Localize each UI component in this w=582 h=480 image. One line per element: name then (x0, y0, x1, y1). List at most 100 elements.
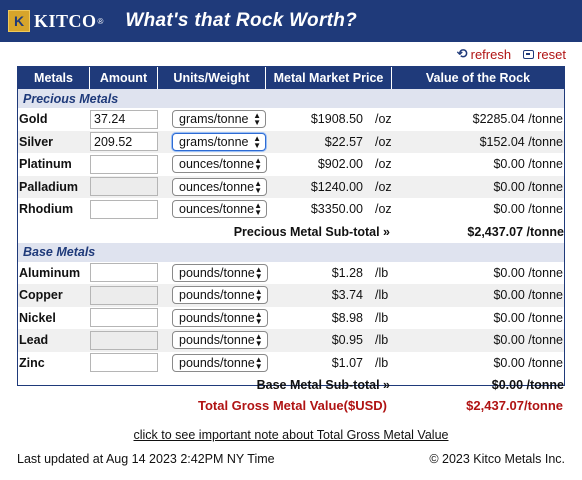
refresh-label: refresh (470, 46, 512, 62)
last-updated: Last updated at Aug 14 2023 2:42PM NY Ti… (17, 452, 275, 466)
chevron-updown-icon: ▲ ▼ (254, 201, 262, 218)
kitco-logo[interactable]: K KITCO ® (8, 10, 103, 32)
price-unit: /oz (375, 134, 392, 149)
amount-input[interactable]: 37.24 (90, 109, 158, 129)
price-unit: /lb (375, 288, 389, 303)
units-select-value: ounces/tonne (179, 157, 255, 172)
units-select[interactable]: ounces/tonne ▲ ▼ (172, 155, 267, 174)
refresh-link[interactable]: ⟲ refresh (457, 46, 511, 62)
rock-value: $0.00 /tonne (493, 288, 563, 303)
base-subtotal-row: Base Metal Sub-total » $0.00 /tonne (18, 374, 564, 396)
table-row: Copper pounds/tonne ▲ ▼ $3.74/lb $0.00 /tonne (18, 284, 564, 307)
rock-value: $2285.04 /tonne (472, 112, 563, 127)
metal-name: Nickel (19, 310, 56, 325)
units-cell: ounces/tonne ▲ ▼ (158, 176, 267, 199)
reset-link[interactable]: reset (523, 46, 566, 62)
table-header: Metals Amount Units/Weight Metal Market … (18, 67, 564, 89)
units-select[interactable]: pounds/tonne ▲ ▼ (172, 331, 268, 350)
market-price: $1908.50 (310, 112, 363, 127)
rock-value: $0.00 /tonne (493, 355, 563, 370)
units-select[interactable]: ounces/tonne ▲ ▼ (172, 200, 267, 219)
market-price: $0.95 (331, 333, 363, 348)
units-select[interactable]: grams/tonne ▲ ▼ (172, 132, 266, 151)
units-select-value: pounds/tonne (179, 355, 255, 370)
units-cell: pounds/tonne ▲ ▼ (158, 262, 268, 285)
amount-input[interactable] (90, 353, 158, 373)
units-select[interactable]: grams/tonne ▲ ▼ (172, 110, 266, 129)
chevron-updown-icon: ▲ ▼ (253, 111, 261, 128)
amount-cell (90, 307, 158, 330)
chevron-updown-icon: ▲ ▼ (254, 156, 262, 173)
section-precious: Precious Metals (18, 89, 564, 108)
price-unit: /lb (375, 355, 389, 370)
units-select[interactable]: pounds/tonne ▲ ▼ (172, 308, 268, 327)
metal-name: Aluminum (19, 265, 81, 280)
amount-input[interactable] (90, 263, 158, 283)
amount-input[interactable] (90, 177, 158, 197)
amount-cell: 209.52 (90, 131, 158, 154)
copyright: © 2023 Kitco Metals Inc. (429, 452, 565, 466)
chevron-updown-icon: ▲ ▼ (254, 287, 263, 304)
market-price: $3350.00 (310, 202, 363, 217)
metal-name: Palladium (19, 179, 79, 194)
metal-name: Lead (19, 333, 49, 348)
units-select[interactable]: pounds/tonne ▲ ▼ (172, 263, 268, 282)
units-select-value: grams/tonne (179, 134, 249, 149)
amount-input[interactable] (90, 330, 158, 350)
market-price: $902.00 (317, 157, 363, 172)
price-cell: $3350.00/oz (266, 198, 392, 221)
col-price: Metal Market Price (266, 67, 392, 89)
units-select-value: pounds/tonne (179, 333, 255, 348)
amount-cell (90, 262, 158, 285)
table-row: Zinc pounds/tonne ▲ ▼ $1.07/lb $0.00 /tonne (18, 352, 564, 375)
chevron-updown-icon: ▲ ▼ (254, 332, 263, 349)
amount-input[interactable] (90, 285, 158, 305)
rock-value: $0.00 /tonne (493, 157, 563, 172)
footer: Last updated at Aug 14 2023 2:42PM NY Ti… (17, 452, 565, 466)
units-cell: grams/tonne ▲ ▼ (158, 108, 266, 131)
reset-icon (523, 49, 535, 59)
price-cell: $22.57/oz (266, 131, 392, 154)
units-select-value: ounces/tonne (179, 202, 255, 217)
table-row: Aluminum pounds/tonne ▲ ▼ $1.28/lb $0.00 /ton… (18, 262, 564, 285)
base-subtotal-value: $0.00 /tonne (491, 378, 564, 392)
market-price: $8.98 (331, 310, 363, 325)
col-amount: Amount (90, 67, 158, 89)
rock-value: $0.00 /tonne (493, 333, 563, 348)
units-select[interactable]: pounds/tonne ▲ ▼ (172, 353, 268, 372)
metal-name: Gold (19, 112, 48, 127)
important-note-link[interactable]: click to see important note about Total … (133, 428, 449, 442)
amount-cell (90, 352, 158, 375)
units-cell: pounds/tonne ▲ ▼ (158, 284, 268, 307)
amount-cell (90, 329, 158, 352)
section-base: Base Metals (18, 242, 564, 262)
rock-value: $0.00 /tonne (493, 202, 563, 217)
precious-subtotal-row: Precious Metal Sub-total » $2,437.07 /to… (18, 221, 564, 243)
price-unit: /lb (375, 265, 389, 280)
chevron-updown-icon: ▲ ▼ (254, 309, 263, 326)
price-cell: $902.00/oz (266, 153, 392, 176)
header-bar: K KITCO ® What's that Rock Worth? (0, 0, 582, 42)
units-cell: ounces/tonne ▲ ▼ (158, 198, 267, 221)
action-links: ⟲ refresh reset (457, 46, 566, 62)
price-unit: /oz (375, 202, 392, 217)
amount-input[interactable] (90, 199, 158, 219)
market-price: $22.57 (324, 134, 363, 149)
chevron-updown-icon: ▲ ▼ (254, 354, 263, 371)
price-cell: $3.74/lb (266, 284, 392, 307)
amount-cell (90, 176, 158, 199)
units-select-value: pounds/tonne (179, 265, 255, 280)
chevron-updown-icon: ▲ ▼ (253, 133, 261, 150)
amount-input[interactable]: 209.52 (90, 132, 158, 152)
units-cell: pounds/tonne ▲ ▼ (158, 307, 268, 330)
base-rows: Aluminum pounds/tonne ▲ ▼ $1.28/lb $0.00 /ton… (18, 262, 564, 375)
col-value: Value of the Rock (425, 71, 531, 85)
price-cell: $0.95/lb (266, 329, 392, 352)
units-cell: ounces/tonne ▲ ▼ (158, 153, 267, 176)
market-price: $1.07 (331, 355, 363, 370)
amount-input[interactable] (90, 154, 158, 174)
units-select[interactable]: pounds/tonne ▲ ▼ (172, 286, 268, 305)
amount-input[interactable] (90, 308, 158, 328)
units-select[interactable]: ounces/tonne ▲ ▼ (172, 177, 267, 196)
price-unit: /oz (375, 112, 392, 127)
